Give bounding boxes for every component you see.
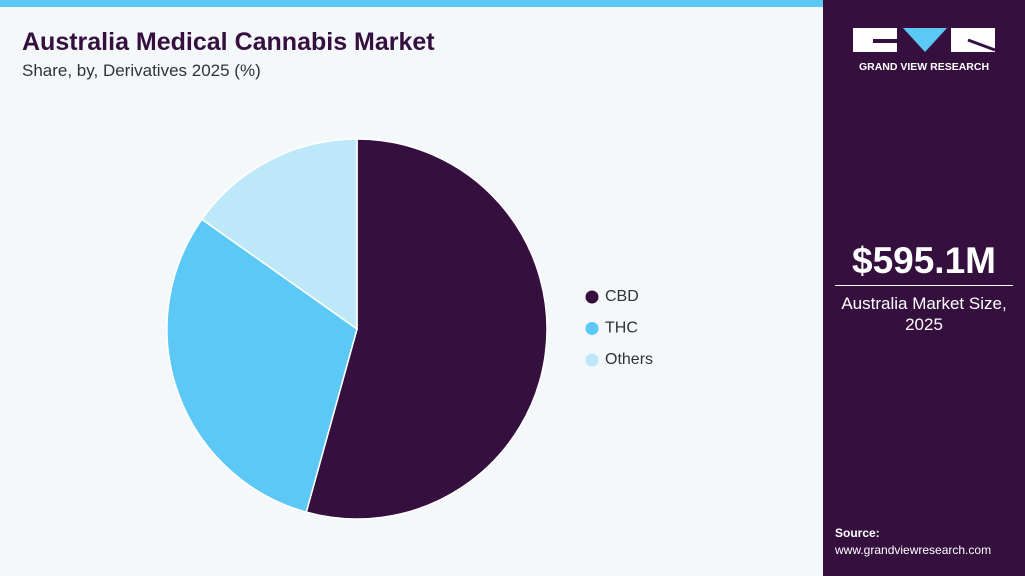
source-label: Source: [835,526,880,540]
sidebar: GRAND VIEW RESEARCH $595.1M Australia Ma… [823,0,1025,576]
pie-slice [166,218,358,514]
market-size: $595.1M [852,240,996,281]
divider [835,285,1013,286]
pie-slice [200,138,358,331]
brand: GRAND VIEW RESEARCH [859,61,989,73]
market-label: Australia Market Size, 2025 [841,294,1007,334]
chart: Australia Medical Cannabis Market Share,… [22,28,653,520]
legend-marker [585,290,599,304]
top-bar [0,0,823,7]
legend-label: THC [605,320,638,337]
legend-marker [585,353,599,367]
legend-label: CBD [605,288,639,305]
source-url: www.grandviewresearch.com [835,543,992,557]
logo: GRAND VIEW RESEARCH [853,28,996,73]
legend-label: Others [605,351,653,368]
pie-slice [305,138,548,520]
chart-title: Australia Medical Cannabis Market [22,28,435,56]
legend-marker [585,322,599,335]
chart-subtitle: Share, by, Derivatives 2025 (%) [22,61,261,80]
